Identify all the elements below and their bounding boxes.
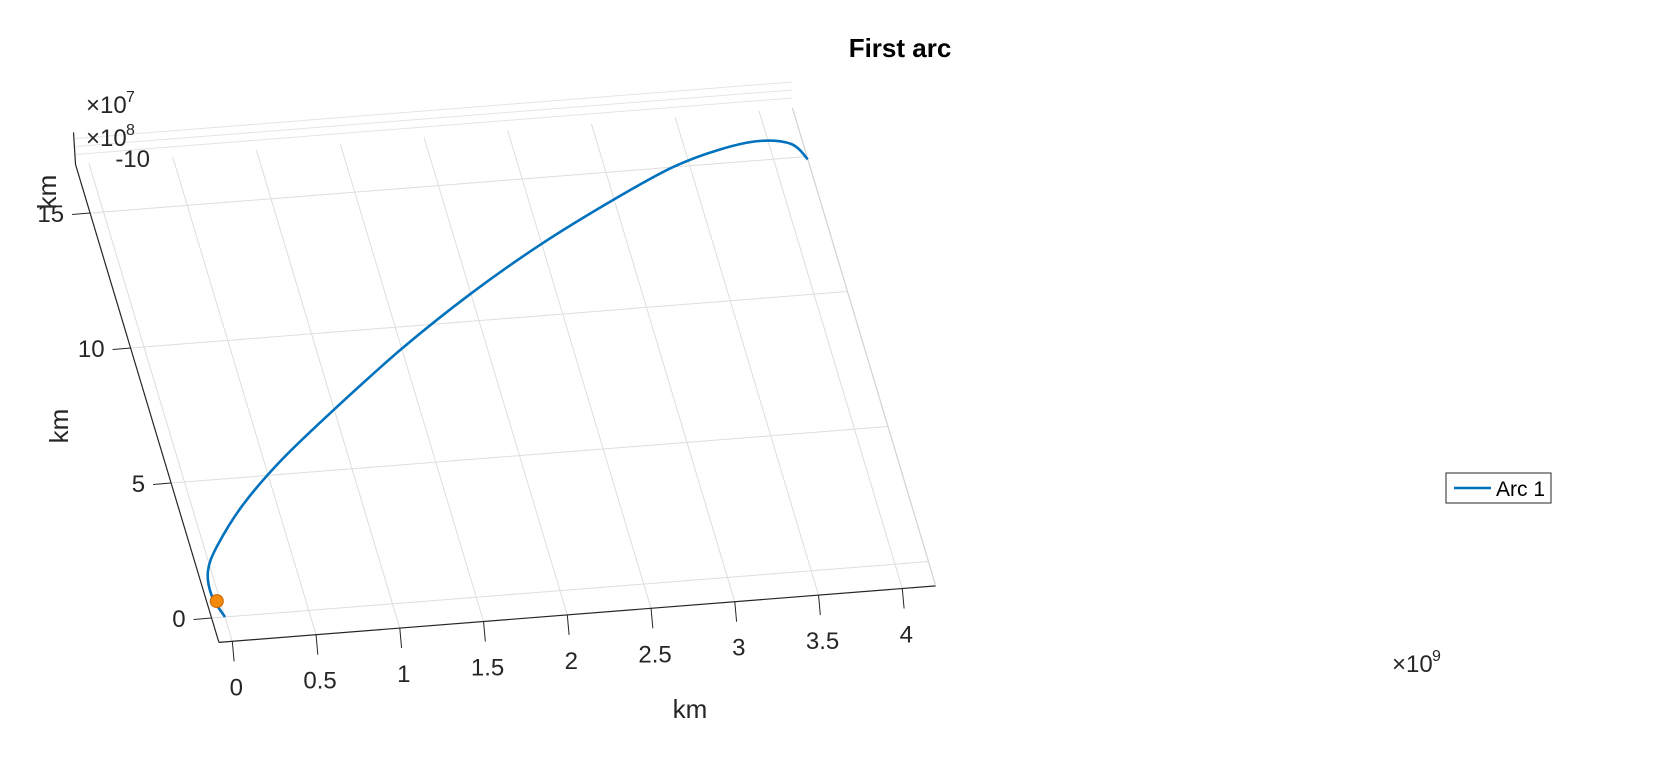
x-tick-label: 1.5	[471, 655, 504, 682]
y-axis-line	[74, 164, 220, 643]
y-tick-label: 10	[78, 336, 105, 363]
y-tick	[112, 347, 131, 350]
x-axis-line	[218, 585, 936, 643]
y-gridline	[171, 426, 889, 484]
orbit-marker	[209, 594, 224, 609]
y-exponent-power: 8	[126, 122, 135, 139]
x-gridline	[172, 156, 317, 635]
x-exponent-base: ×10	[1392, 651, 1433, 678]
x-tick	[399, 628, 403, 649]
z-exponent-label: ×10 7	[86, 89, 135, 119]
x-gridline	[88, 163, 233, 642]
x-gridline	[758, 110, 903, 589]
x-exponent-label: ×10 9	[1392, 648, 1441, 678]
x-gridline	[507, 130, 652, 609]
x-tick	[734, 601, 738, 622]
z-exponent-power: 7	[126, 89, 135, 106]
right-edge-line	[791, 107, 937, 587]
x-gridline	[255, 150, 401, 629]
x-tick-label: 4	[900, 622, 913, 649]
x-tick	[818, 595, 821, 616]
y-axis-label: km	[44, 409, 74, 444]
x-gridline	[590, 123, 736, 602]
legend: Arc 1	[1445, 472, 1552, 504]
x-tick-label: 0	[230, 674, 243, 701]
x-tick	[901, 588, 905, 609]
x-tick-label: 2	[565, 648, 578, 675]
x-tick	[566, 614, 570, 635]
x-gridline	[339, 143, 485, 622]
x-tick-label: 3	[732, 635, 745, 662]
y-tick	[153, 482, 172, 485]
x-axis-label: km	[673, 694, 708, 724]
tick-labels: 0 0.5 1 1.5 2 2.5 3 3.5 4 0 5 10 15 -10	[37, 146, 913, 701]
grid-lines	[75, 81, 929, 642]
axes-box	[72, 107, 937, 643]
z-axis-label: km	[32, 175, 62, 210]
y-exponent-base: ×10	[86, 125, 127, 152]
legend-entry-label: Arc 1	[1496, 478, 1545, 501]
x-tick	[483, 621, 486, 642]
x-tick-label: 0.5	[303, 668, 336, 695]
z-gridline	[75, 89, 793, 147]
x-tick	[315, 634, 319, 655]
series-layer	[206, 139, 809, 618]
tick-marks	[72, 212, 905, 662]
y-exponent-label: ×10 8	[86, 122, 135, 152]
x-tick-label: 1	[397, 661, 410, 688]
x-gridline	[423, 136, 568, 616]
y-tick	[193, 617, 212, 620]
x-gridline	[674, 117, 820, 596]
z-gridline	[75, 97, 793, 155]
x-exponent-power: 9	[1432, 648, 1441, 665]
x-tick-label: 3.5	[806, 628, 839, 655]
x-tick-label: 2.5	[638, 641, 671, 668]
x-tick	[231, 641, 235, 662]
y-tick-label: 5	[132, 471, 145, 498]
y-tick-label: 0	[172, 606, 185, 633]
y-gridline	[211, 561, 929, 619]
series-line-arc-1	[206, 139, 809, 618]
y-gridline	[90, 156, 808, 214]
chart-title: First arc	[849, 33, 952, 63]
z-axis-line	[72, 132, 77, 165]
y-tick-label: 15	[37, 201, 64, 228]
z-tick-label: -10	[115, 146, 150, 173]
z-exponent-base: ×10	[86, 92, 127, 119]
y-tick	[72, 212, 91, 215]
y-gridline	[130, 291, 848, 349]
z-gridline	[75, 81, 793, 139]
x-tick	[650, 608, 654, 629]
